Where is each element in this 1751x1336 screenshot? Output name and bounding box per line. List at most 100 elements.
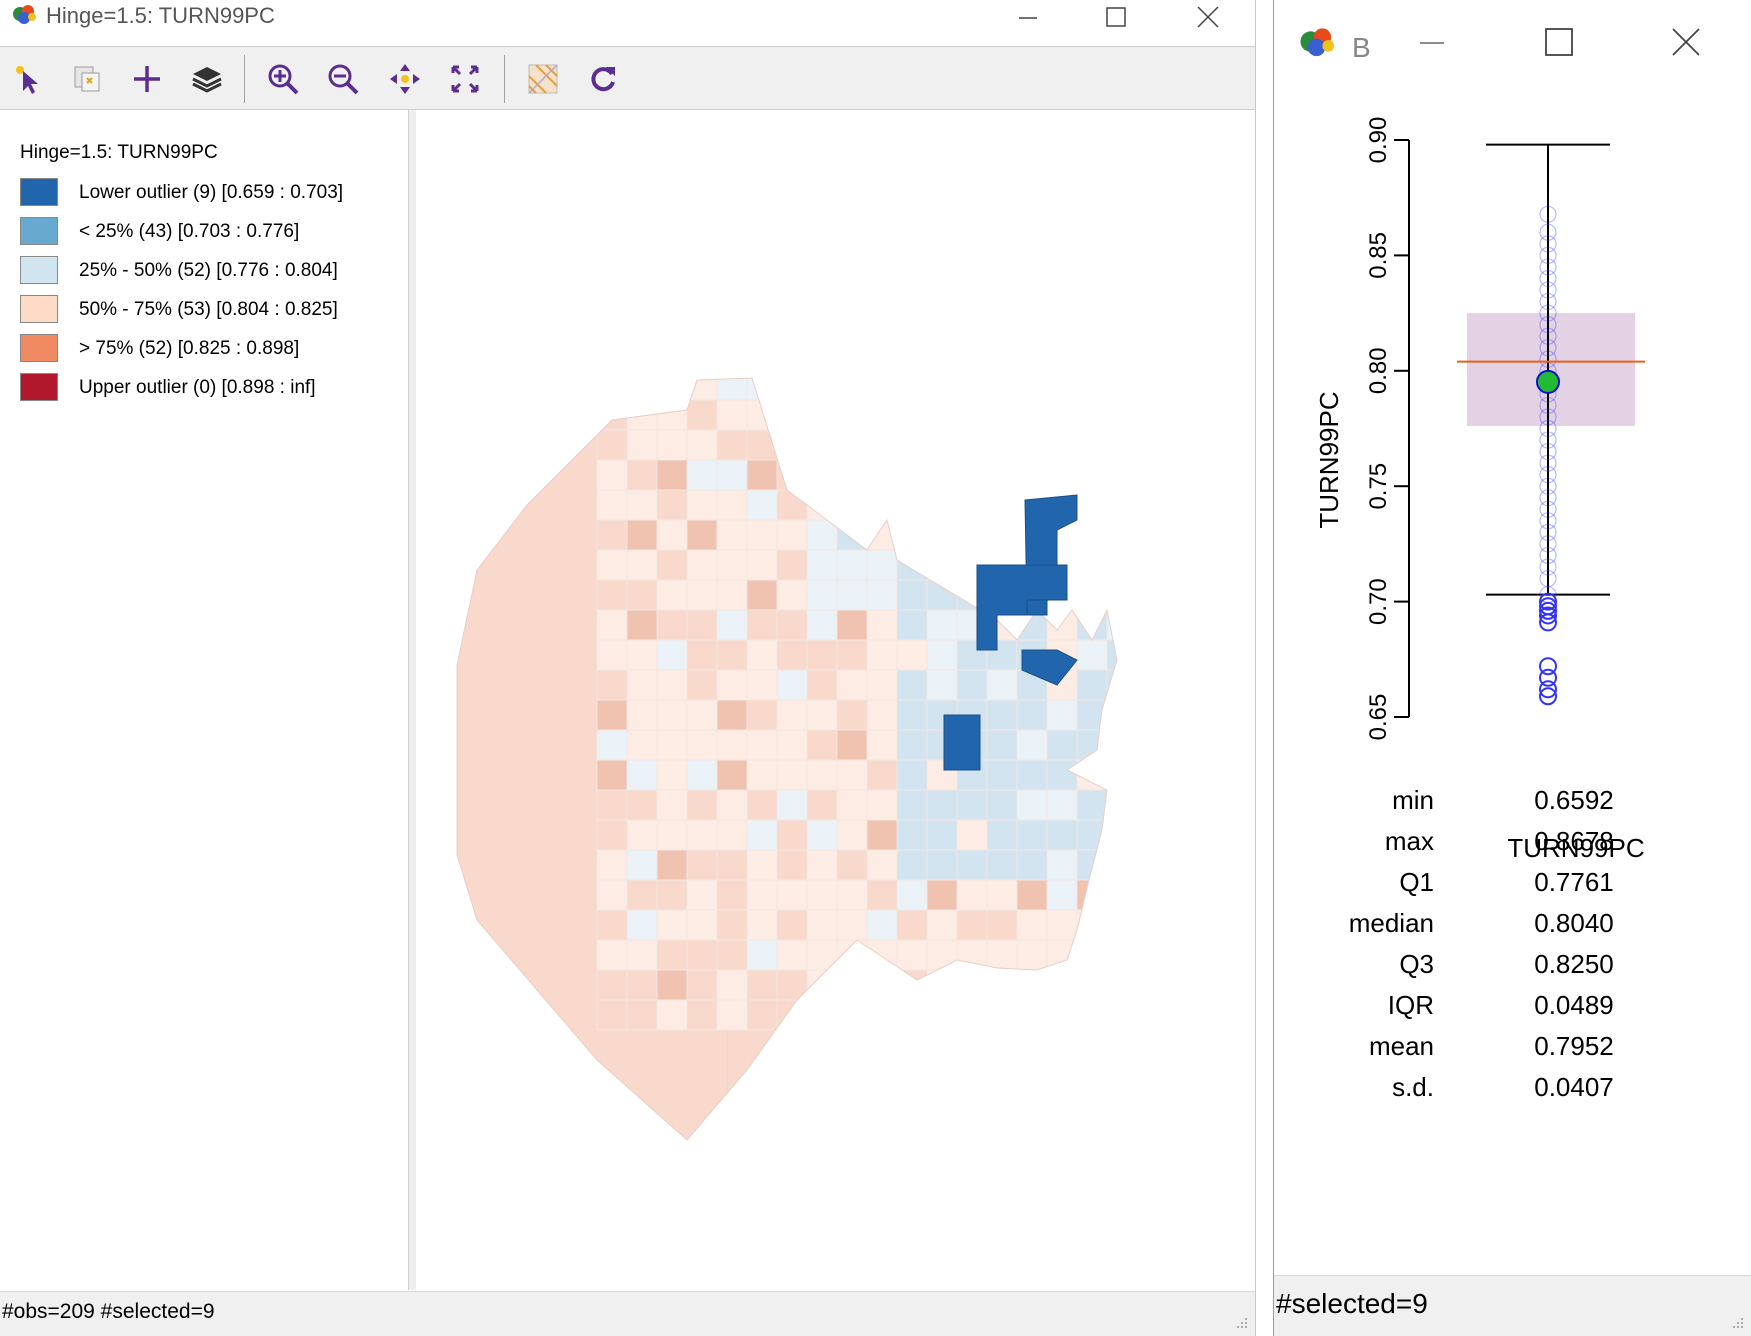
map-district: [626, 549, 658, 581]
legend-item[interactable]: Upper outlier (0) [0.898 : inf]: [20, 373, 400, 403]
legend-swatch[interactable]: [20, 295, 58, 323]
map-canvas[interactable]: [417, 110, 1255, 1290]
map-district: [1016, 879, 1048, 911]
map-district: [956, 669, 988, 701]
legend-swatch[interactable]: [20, 373, 58, 401]
map-window-title: Hinge=1.5: TURN99PC: [46, 3, 275, 28]
map-district: [596, 609, 628, 641]
map-district: [776, 939, 808, 971]
map-district: [956, 789, 988, 821]
map-district: [926, 669, 958, 701]
toolbar-separator: [504, 55, 505, 103]
map-district: [926, 969, 958, 1001]
choropleth-map[interactable]: [417, 110, 1255, 1290]
map-district: [1016, 699, 1048, 731]
outlier-point: [1539, 597, 1557, 616]
outlier-districts[interactable]: [943, 494, 1078, 771]
layers-button[interactable]: [188, 60, 226, 98]
data-point: [1539, 419, 1557, 438]
map-district: [776, 729, 808, 761]
data-point: [1539, 246, 1557, 264]
maximize-button[interactable]: [1529, 20, 1589, 64]
legend-swatch[interactable]: [20, 334, 58, 362]
map-district: [686, 849, 718, 881]
stat-value: 0.0489: [1534, 990, 1614, 1020]
map-district: [716, 759, 748, 791]
outlier-point: [1539, 601, 1557, 620]
map-district: [926, 429, 958, 461]
map-district: [776, 549, 808, 581]
minimize-button[interactable]: [1402, 20, 1462, 64]
close-button[interactable]: [1656, 20, 1716, 64]
map-district: [656, 429, 688, 461]
map-district: [806, 519, 838, 551]
map-district: [986, 759, 1018, 791]
map-district: [926, 489, 958, 521]
map-district: [1046, 459, 1078, 491]
maximize-button[interactable]: [1088, 0, 1144, 34]
map-district: [596, 639, 628, 671]
copy-selection-button[interactable]: [68, 60, 106, 98]
map-district: [746, 759, 778, 791]
pane-splitter[interactable]: [409, 110, 416, 1290]
zoom-out-button[interactable]: [324, 60, 362, 98]
box-plot[interactable]: [1457, 143, 1645, 706]
map-district: [806, 378, 838, 401]
box-plot-chart[interactable]: TURN99PC 0.65 0.70 0.75 0.80 0.85 0.90 TURN99…: [1274, 90, 1751, 860]
outlier-point: [1539, 657, 1557, 676]
stat-value: 0.0407: [1534, 1072, 1614, 1102]
map-district: [1016, 759, 1048, 791]
map-district: [986, 969, 1018, 1001]
map-district: [746, 789, 778, 821]
legend-item[interactable]: 50% - 75% (53) [0.804 : 0.825]: [20, 295, 400, 325]
map-district: [656, 459, 688, 491]
map-title-bar[interactable]: Hinge=1.5: TURN99PC: [0, 0, 1255, 47]
map-district: [836, 519, 868, 551]
close-button[interactable]: [1180, 0, 1236, 34]
map-district: [806, 489, 838, 521]
map-district: [1106, 999, 1117, 1031]
pan-button[interactable]: [386, 60, 424, 98]
map-district: [716, 579, 748, 611]
map-district: [656, 489, 688, 521]
legend-item[interactable]: < 25% (43) [0.703 : 0.776]: [20, 217, 400, 247]
stats-row: median 0.8040: [1274, 908, 1751, 948]
resize-grip-icon[interactable]: [1235, 1316, 1249, 1330]
legend-label: > 75% (52) [0.825 : 0.898]: [79, 338, 300, 359]
resize-grip-icon[interactable]: [1731, 1316, 1745, 1330]
stat-value: 0.8678: [1534, 826, 1614, 856]
map-district: [896, 699, 928, 731]
data-point: [1539, 535, 1557, 553]
map-district: [836, 969, 868, 1001]
refresh-button[interactable]: [584, 60, 622, 98]
basemap-button[interactable]: [524, 60, 562, 98]
legend-item[interactable]: > 75% (52) [0.825 : 0.898]: [20, 334, 400, 364]
stat-label: Q1: [1399, 867, 1434, 897]
legend-swatch[interactable]: [20, 256, 58, 284]
map-district: [1076, 879, 1108, 911]
map-district: [686, 519, 718, 551]
map-status-bar: #obs=209 #selected=9: [0, 1291, 1255, 1336]
map-district: [836, 459, 868, 491]
map-district: [776, 429, 808, 461]
legend-item[interactable]: Lower outlier (9) [0.659 : 0.703]: [20, 178, 400, 208]
map-districts[interactable]: [417, 110, 1137, 1290]
minimize-button[interactable]: [1000, 0, 1056, 34]
legend-swatch[interactable]: [20, 217, 58, 245]
map-district: [956, 378, 988, 401]
map-district: [1046, 729, 1078, 761]
data-point: [1539, 546, 1557, 565]
legend-swatch[interactable]: [20, 178, 58, 206]
map-district: [1106, 639, 1117, 671]
map-district: [746, 699, 778, 731]
map-district: [686, 969, 718, 1001]
fit-extent-button[interactable]: [446, 60, 484, 98]
legend-item[interactable]: 25% - 50% (52) [0.776 : 0.804]: [20, 256, 400, 286]
map-district: [746, 519, 778, 551]
zoom-in-button[interactable]: [264, 60, 302, 98]
select-tool-button[interactable]: [8, 60, 46, 98]
map-district: [656, 699, 688, 731]
box-title-bar[interactable]: B: [1274, 0, 1751, 90]
map-district: [1016, 399, 1048, 431]
add-button[interactable]: [128, 60, 166, 98]
